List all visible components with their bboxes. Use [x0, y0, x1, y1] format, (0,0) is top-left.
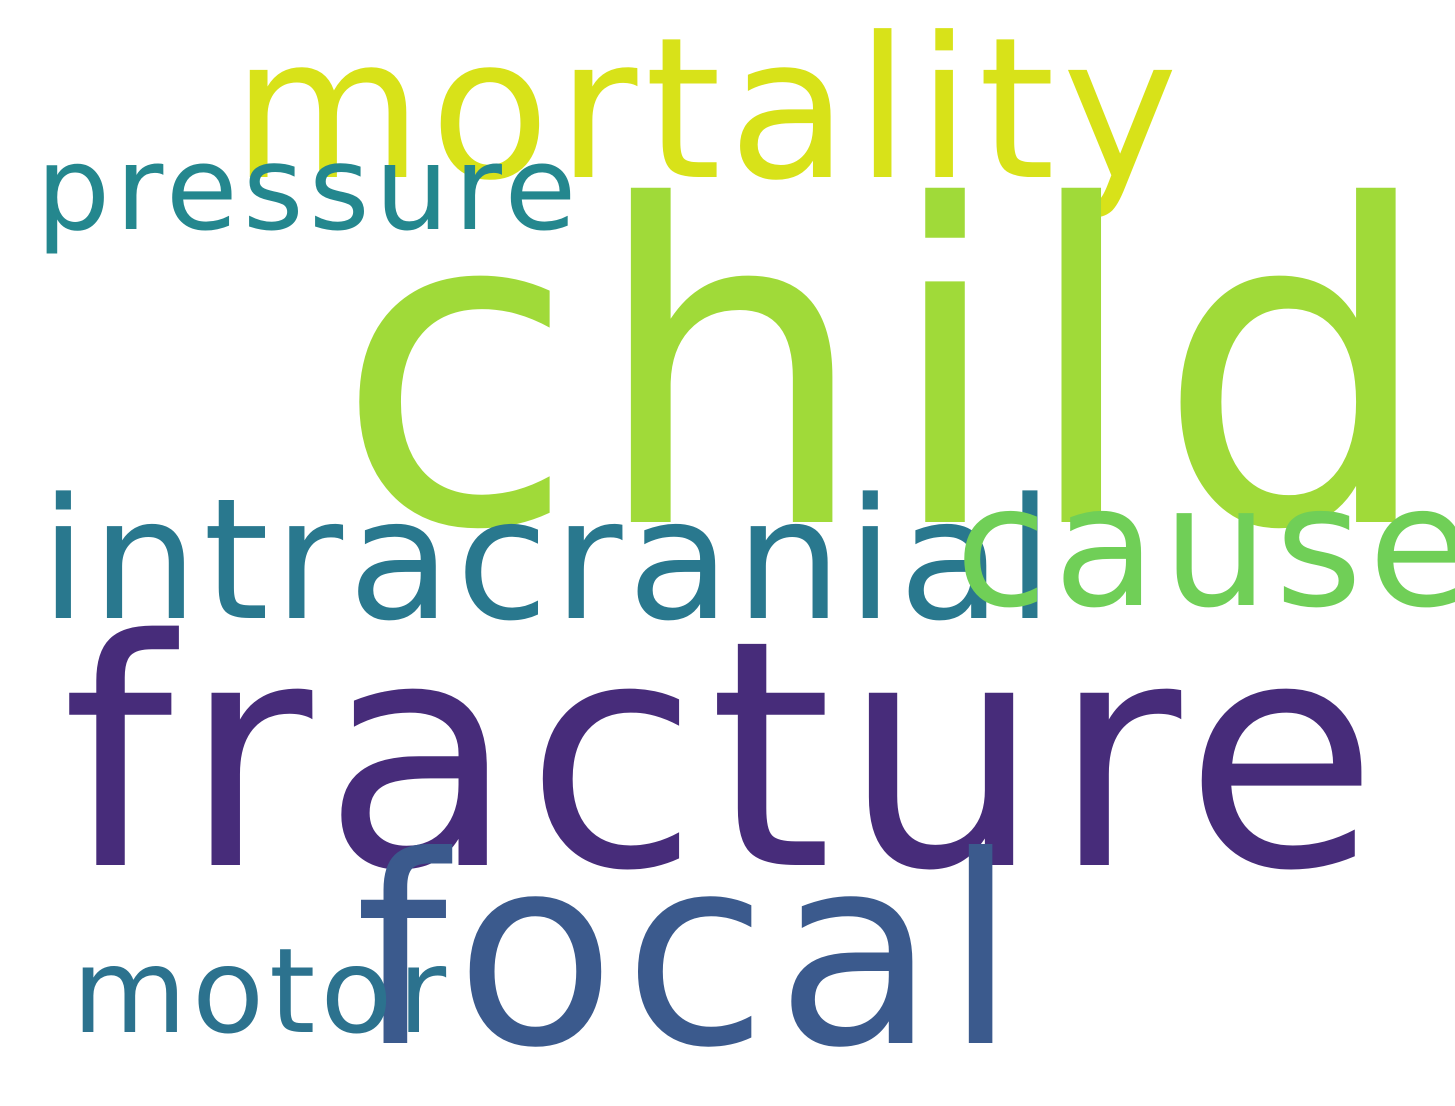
word-pressure: pressure	[36, 120, 582, 257]
word-child: child	[335, 114, 1450, 626]
word-focal: focal	[355, 800, 1025, 1105]
word-intracranial: intracranial	[40, 462, 1059, 658]
word-motor: motor	[72, 922, 452, 1060]
word-cause: cause	[955, 449, 1455, 645]
word-mortality: mortality	[232, 0, 1186, 224]
word-fracture: fracture	[62, 574, 1389, 940]
